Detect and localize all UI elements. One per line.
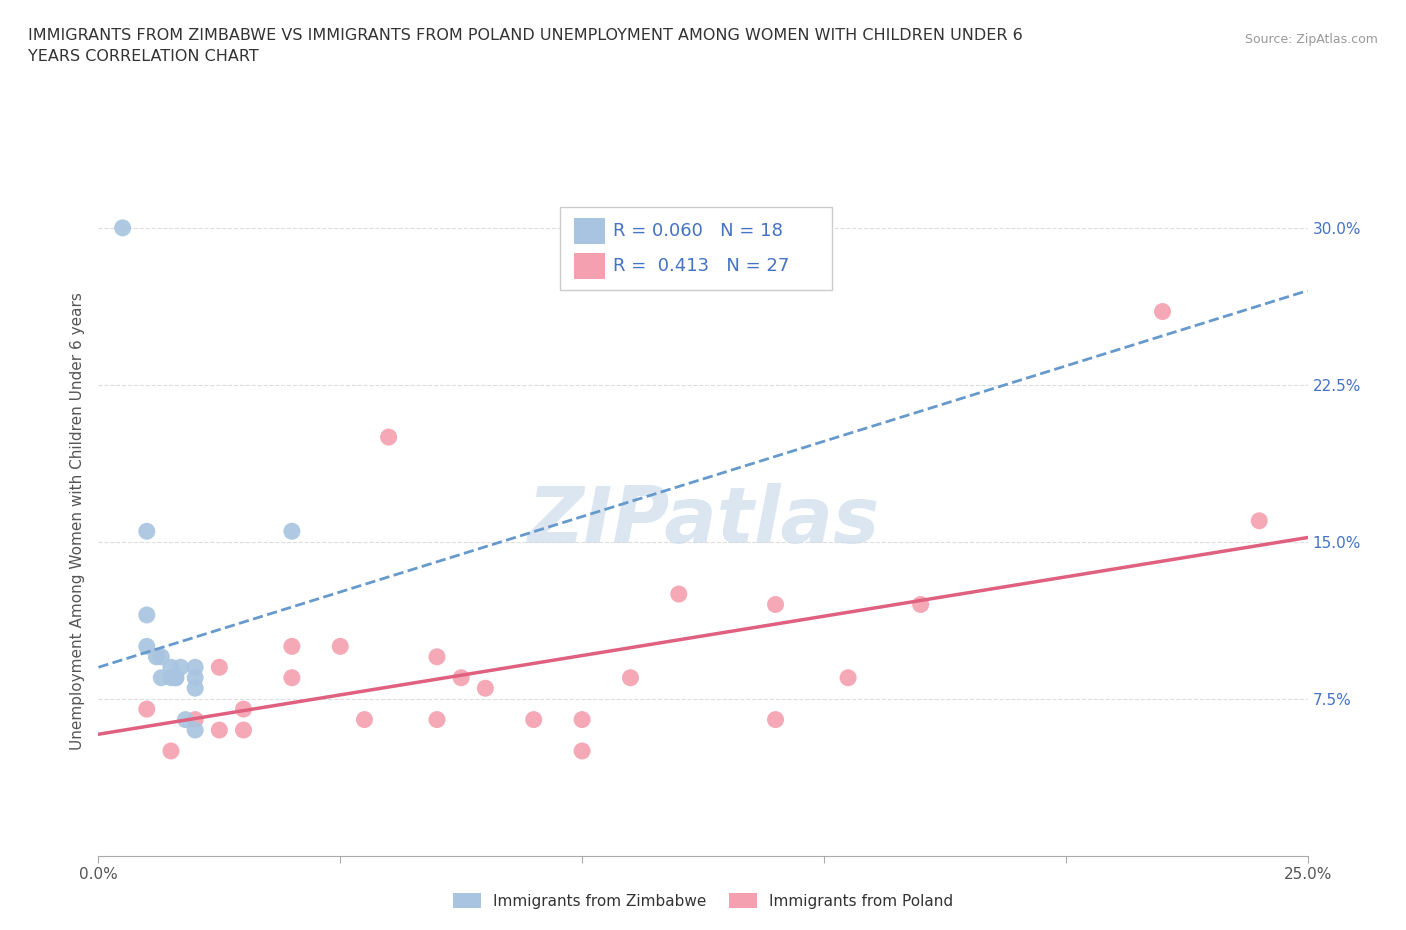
Point: [426, 649, 449, 664]
Point: [184, 660, 207, 675]
Point: [765, 597, 787, 612]
Legend: Immigrants from Zimbabwe, Immigrants from Poland: Immigrants from Zimbabwe, Immigrants fro…: [447, 886, 959, 915]
Point: [523, 712, 546, 727]
Point: [377, 430, 399, 445]
Point: [281, 639, 304, 654]
Point: [150, 671, 173, 685]
Point: [169, 660, 191, 675]
Point: [1152, 304, 1174, 319]
Point: [232, 701, 254, 716]
Point: [281, 671, 304, 685]
Point: [571, 712, 593, 727]
Point: [135, 607, 157, 622]
Point: [1249, 513, 1271, 528]
Point: [160, 660, 183, 675]
Point: [165, 671, 187, 685]
Point: [765, 712, 787, 727]
Point: [426, 712, 449, 727]
Point: [135, 524, 157, 538]
Point: [619, 671, 641, 685]
Point: [910, 597, 932, 612]
Text: IMMIGRANTS FROM ZIMBABWE VS IMMIGRANTS FROM POLAND UNEMPLOYMENT AMONG WOMEN WITH: IMMIGRANTS FROM ZIMBABWE VS IMMIGRANTS F…: [28, 28, 1024, 64]
Point: [184, 681, 207, 696]
Text: R = 0.060   N = 18: R = 0.060 N = 18: [613, 222, 783, 240]
Point: [145, 649, 167, 664]
Point: [353, 712, 375, 727]
Point: [474, 681, 496, 696]
Text: Source: ZipAtlas.com: Source: ZipAtlas.com: [1244, 33, 1378, 46]
Point: [208, 723, 231, 737]
Point: [174, 712, 197, 727]
Point: [135, 701, 157, 716]
Point: [281, 524, 304, 538]
Text: ZIPatlas: ZIPatlas: [527, 483, 879, 559]
Point: [232, 723, 254, 737]
Y-axis label: Unemployment Among Women with Children Under 6 years: Unemployment Among Women with Children U…: [69, 292, 84, 750]
Point: [184, 671, 207, 685]
Point: [450, 671, 472, 685]
Point: [135, 639, 157, 654]
Point: [184, 723, 207, 737]
Point: [111, 220, 134, 235]
Point: [208, 660, 231, 675]
Point: [160, 744, 183, 759]
Text: R =  0.413   N = 27: R = 0.413 N = 27: [613, 258, 789, 275]
Point: [160, 671, 183, 685]
Point: [165, 671, 187, 685]
Point: [150, 649, 173, 664]
Point: [668, 587, 690, 602]
Point: [837, 671, 859, 685]
Point: [184, 712, 207, 727]
Point: [329, 639, 352, 654]
Point: [571, 744, 593, 759]
